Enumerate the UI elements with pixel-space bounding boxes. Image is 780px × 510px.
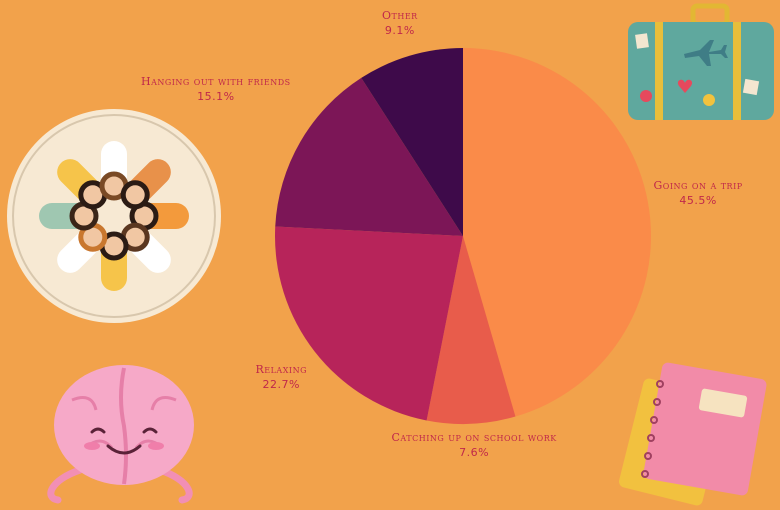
pie-slice-hanging-out-with-friends bbox=[275, 77, 463, 236]
slice-value-label: 7.6% bbox=[459, 446, 490, 459]
person-head bbox=[120, 180, 150, 210]
slice-value-label: 22.7% bbox=[262, 378, 300, 391]
pie-slice-other bbox=[361, 48, 463, 236]
brain-icon bbox=[47, 365, 194, 504]
slice-label-text: Going on a trip bbox=[653, 179, 743, 192]
slice-label: Other 9.1% bbox=[382, 8, 418, 38]
slice-label: Catching up on school work 7.6% bbox=[392, 430, 557, 460]
pie-slices bbox=[275, 48, 652, 424]
slice-label: Going on a trip 45.5% bbox=[654, 178, 743, 208]
slice-label: Hanging out with friends 15.1% bbox=[141, 74, 291, 104]
slice-label: Relaxing 22.7% bbox=[256, 362, 307, 392]
notebooks-icon bbox=[619, 362, 767, 506]
slice-label-text: Relaxing bbox=[255, 363, 307, 376]
slice-label-text: Catching up on school work bbox=[391, 431, 557, 444]
slice-value-label: 15.1% bbox=[197, 90, 235, 103]
slice-value-label: 45.5% bbox=[679, 194, 717, 207]
friends-circle-icon bbox=[7, 109, 221, 323]
slice-label-text: Other bbox=[382, 9, 418, 22]
suitcase-icon bbox=[628, 3, 774, 120]
slice-label-text: Hanging out with friends bbox=[141, 75, 291, 88]
slice-value-label: 9.1% bbox=[384, 24, 415, 37]
pie-slice-catching-up-on-school-work bbox=[426, 236, 516, 424]
pie-slice-going-on-a-trip bbox=[463, 48, 652, 417]
pie-slice-relaxing bbox=[275, 226, 463, 421]
